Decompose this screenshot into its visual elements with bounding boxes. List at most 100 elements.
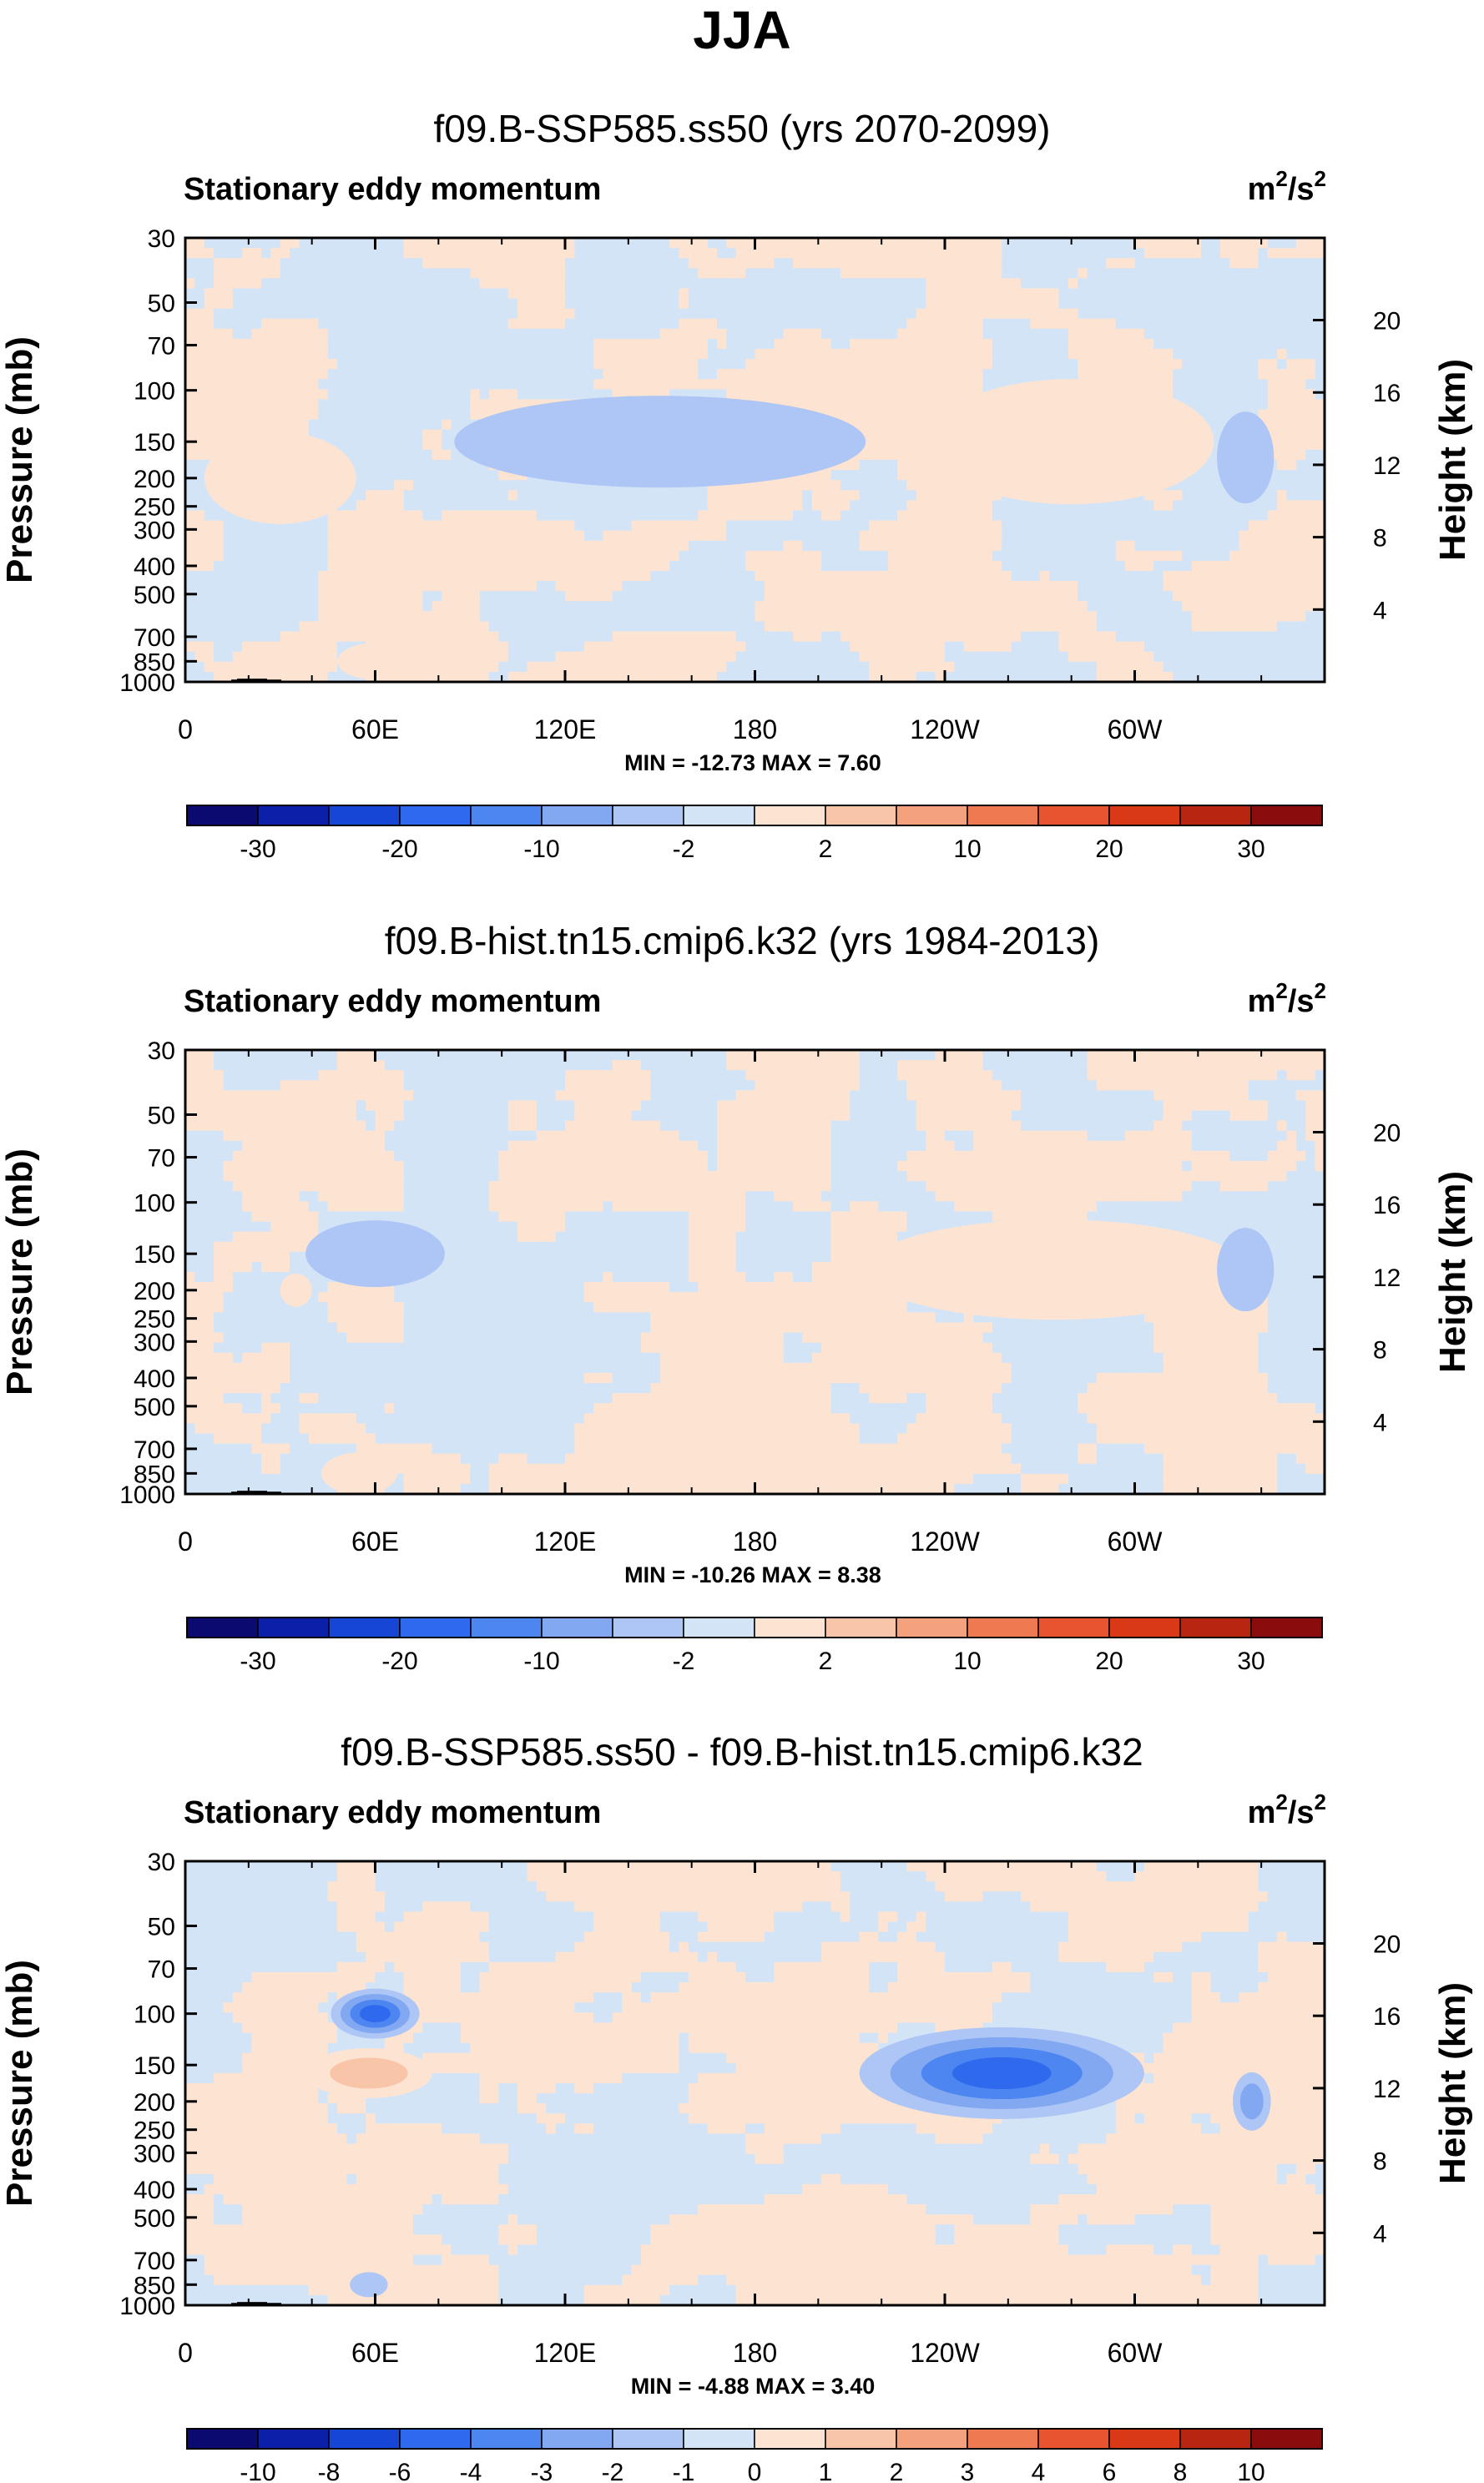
field-cell: [337, 298, 347, 310]
field-cell: [346, 298, 357, 310]
field-cell: [793, 298, 803, 310]
field-cell: [403, 601, 414, 612]
field-cell: [783, 278, 794, 290]
field-cell: [517, 238, 528, 249]
field-cell: [1030, 338, 1041, 350]
field-cell: [498, 238, 509, 249]
field-cell: [451, 419, 462, 431]
field-cell: [897, 530, 908, 542]
field-cell: [1182, 389, 1193, 401]
field-cell: [1239, 288, 1249, 300]
field-cell: [1267, 288, 1278, 300]
field-cell: [603, 278, 613, 290]
field-cell: [527, 651, 538, 663]
field-cell: [707, 490, 718, 501]
field-cell: [403, 369, 414, 380]
field-cell: [1239, 520, 1249, 532]
field-cell: [337, 601, 347, 612]
field-cell: [498, 601, 509, 612]
field-cell: [1115, 550, 1126, 562]
field-cell: [1295, 318, 1306, 330]
field-cell: [1210, 500, 1221, 512]
field-cell: [413, 439, 423, 451]
field-cell: [612, 268, 623, 279]
field-cell: [735, 369, 746, 380]
field-cell: [650, 369, 661, 380]
field-cell: [327, 429, 338, 441]
field-cell: [878, 268, 889, 279]
field-cell: [327, 550, 338, 562]
field-cell: [261, 338, 271, 350]
field-cell: [498, 621, 509, 633]
field-cell: [897, 379, 908, 390]
field-cell: [764, 611, 775, 623]
field-cell: [906, 439, 917, 451]
field-cell: [574, 550, 585, 562]
field-cell: [422, 540, 433, 552]
field-cell: [1249, 268, 1259, 279]
field-cell: [973, 500, 984, 512]
field-cell: [280, 349, 290, 360]
field-cell: [242, 308, 253, 320]
field-cell: [1173, 238, 1183, 249]
field-cell: [954, 238, 965, 249]
field-cell: [498, 510, 509, 522]
field-cell: [583, 641, 594, 653]
field-cell: [460, 238, 471, 249]
field-cell: [916, 520, 926, 532]
field-cell: [479, 520, 490, 532]
field-cell: [1163, 328, 1174, 340]
field-cell: [945, 520, 955, 532]
field-cell: [479, 399, 490, 411]
field-cell: [1125, 369, 1136, 380]
field-cell: [1068, 298, 1078, 310]
field-cell: [242, 560, 253, 572]
field-cell: [555, 238, 566, 249]
field-cell: [1286, 278, 1297, 290]
field-cell: [764, 359, 775, 370]
field-cell: [1030, 621, 1041, 633]
field-cell: [290, 591, 300, 602]
field-cell: [214, 379, 225, 390]
field-cell: [185, 369, 195, 380]
field-cell: [422, 470, 433, 481]
field-cell: [270, 560, 281, 572]
field-cell: [346, 449, 357, 461]
field-cell: [755, 359, 765, 370]
field-cell: [954, 379, 965, 390]
field-cell: [1021, 328, 1031, 340]
field-cell: [612, 238, 623, 249]
field-cell: [1143, 288, 1154, 300]
field-cell: [479, 621, 490, 633]
field-cell: [793, 288, 803, 300]
field-cell: [992, 288, 1002, 300]
field-cell: [840, 298, 851, 310]
field-cell: [926, 298, 936, 310]
field-cell: [869, 429, 879, 441]
field-cell: [698, 298, 709, 310]
field-cell: [384, 591, 395, 602]
field-cell: [1078, 500, 1088, 512]
field-cell: [422, 500, 433, 512]
field-cell: [1258, 530, 1269, 542]
field-cell: [299, 369, 310, 380]
field-cell: [1097, 550, 1107, 562]
field-cell: [859, 369, 870, 380]
field-cell: [1021, 510, 1031, 522]
field-cell: [536, 268, 547, 279]
field-cell: [869, 621, 879, 633]
field-cell: [774, 571, 785, 582]
field-cell: [603, 631, 613, 643]
field-cell: [973, 490, 984, 501]
field-cell: [280, 540, 290, 552]
field-cell: [916, 328, 926, 340]
field-cell: [194, 560, 205, 572]
field-cell: [1078, 248, 1088, 259]
field-cell: [185, 449, 195, 461]
field-cell: [1286, 540, 1297, 552]
field-cell: [707, 318, 718, 330]
field-cell: [641, 288, 651, 300]
field-cell: [470, 389, 481, 401]
field-cell: [280, 338, 290, 350]
field-cell: [735, 621, 746, 633]
